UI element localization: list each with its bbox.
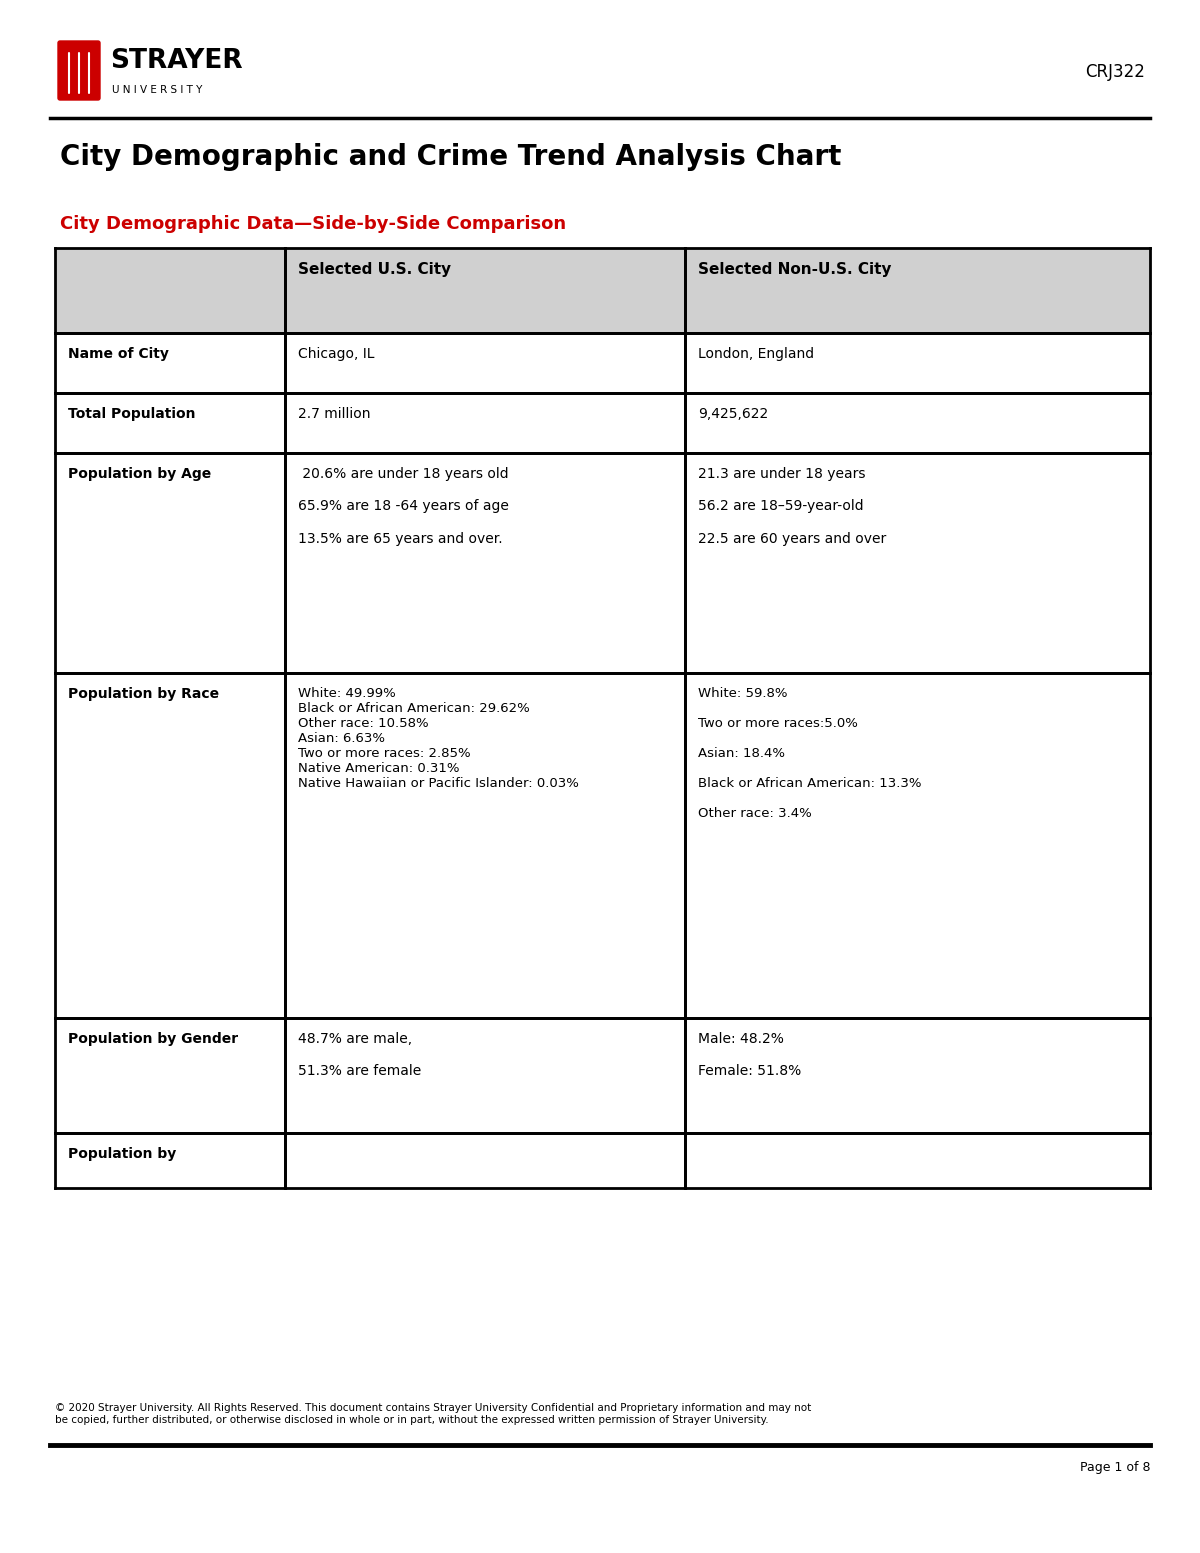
Text: 2.7 million: 2.7 million <box>298 407 371 421</box>
Bar <box>685 248 1150 332</box>
Text: City Demographic Data—Side-by-Side Comparison: City Demographic Data—Side-by-Side Compa… <box>60 214 566 233</box>
Text: 9,425,622: 9,425,622 <box>698 407 768 421</box>
Text: Population by Gender: Population by Gender <box>68 1033 238 1047</box>
Text: STRAYER: STRAYER <box>110 48 242 75</box>
Text: White: 49.99%
Black or African American: 29.62%
Other race: 10.58%
Asian: 6.63%
: White: 49.99% Black or African American:… <box>298 686 578 790</box>
Text: London, England: London, England <box>698 346 814 360</box>
Text: Population by Age: Population by Age <box>68 467 211 481</box>
Bar <box>55 248 286 332</box>
Text: White: 59.8%

Two or more races:5.0%

Asian: 18.4%

Black or African American: 1: White: 59.8% Two or more races:5.0% Asia… <box>698 686 922 820</box>
Text: 21.3 are under 18 years

56.2 are 18–59-year-old

22.5 are 60 years and over: 21.3 are under 18 years 56.2 are 18–59-y… <box>698 467 887 545</box>
Bar <box>284 248 685 332</box>
Text: Selected U.S. City: Selected U.S. City <box>298 262 451 276</box>
Text: Population by: Population by <box>68 1148 176 1162</box>
Text: © 2020 Strayer University. All Rights Reserved. This document contains Strayer U: © 2020 Strayer University. All Rights Re… <box>55 1402 811 1424</box>
Text: Selected Non-U.S. City: Selected Non-U.S. City <box>698 262 892 276</box>
Text: Name of City: Name of City <box>68 346 169 360</box>
Text: 48.7% are male,

51.3% are female: 48.7% are male, 51.3% are female <box>298 1033 421 1078</box>
Text: Population by Race: Population by Race <box>68 686 220 700</box>
Text: Page 1 of 8: Page 1 of 8 <box>1080 1461 1150 1474</box>
Text: U N I V E R S I T Y: U N I V E R S I T Y <box>112 85 203 95</box>
Text: Chicago, IL: Chicago, IL <box>298 346 374 360</box>
Text: 20.6% are under 18 years old

65.9% are 18 -64 years of age

13.5% are 65 years : 20.6% are under 18 years old 65.9% are 1… <box>298 467 509 545</box>
Text: CRJ322: CRJ322 <box>1085 64 1145 81</box>
Text: City Demographic and Crime Trend Analysis Chart: City Demographic and Crime Trend Analysi… <box>60 143 841 171</box>
Text: Total Population: Total Population <box>68 407 196 421</box>
FancyBboxPatch shape <box>58 40 100 99</box>
Text: Male: 48.2%

Female: 51.8%: Male: 48.2% Female: 51.8% <box>698 1033 802 1078</box>
